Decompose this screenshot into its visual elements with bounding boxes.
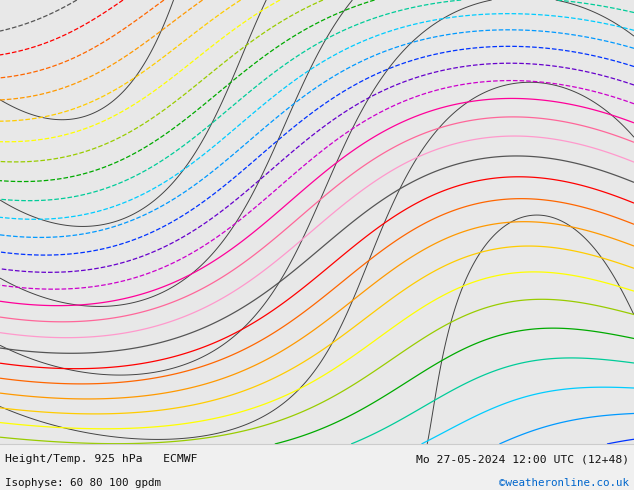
Text: Mo 27-05-2024 12:00 UTC (12+48): Mo 27-05-2024 12:00 UTC (12+48) <box>416 454 629 464</box>
Text: Height/Temp. 925 hPa   ECMWF: Height/Temp. 925 hPa ECMWF <box>5 454 198 464</box>
Text: ©weatheronline.co.uk: ©weatheronline.co.uk <box>499 478 629 488</box>
Polygon shape <box>0 0 634 444</box>
Text: Isophyse: 60 80 100 gpdm: Isophyse: 60 80 100 gpdm <box>5 478 161 488</box>
